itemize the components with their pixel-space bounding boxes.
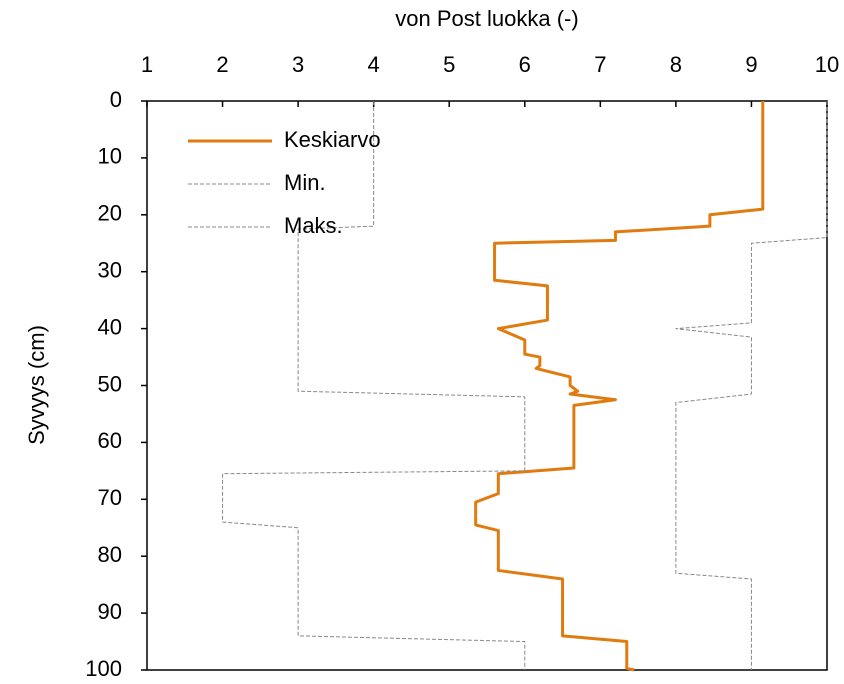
x-tick-label: 3	[292, 52, 304, 77]
y-tick-label: 90	[98, 599, 122, 624]
series-line	[474, 101, 765, 672]
y-axis-title: Syvyys (cm)	[24, 325, 49, 445]
x-tick-label: 9	[745, 52, 757, 77]
plot-frame	[146, 100, 828, 671]
x-tick-label: 8	[670, 52, 682, 77]
y-tick-label: 20	[98, 201, 122, 226]
x-tick-label: 2	[216, 52, 228, 77]
x-tick-label: 4	[368, 52, 380, 77]
x-tick-label: 10	[815, 52, 839, 77]
legend-label: Keskiarvo	[284, 127, 381, 152]
y-tick-label: 10	[98, 144, 122, 169]
y-tick-label: 50	[98, 371, 122, 396]
y-tick-label: 70	[98, 485, 122, 510]
y-tick-label: 40	[98, 314, 122, 339]
x-axis-title: von Post luokka (-)	[395, 6, 578, 31]
series-line	[675, 101, 828, 670]
series-line	[222, 101, 526, 670]
y-tick-label: 80	[98, 542, 122, 567]
x-tick-label: 7	[594, 52, 606, 77]
x-tick-label: 6	[519, 52, 531, 77]
y-tick-label: 100	[85, 656, 122, 681]
y-tick-label: 60	[98, 428, 122, 453]
legend-label: Min.	[284, 170, 326, 195]
y-tick-label: 0	[110, 87, 122, 112]
x-tick-label: 1	[141, 52, 153, 77]
x-tick-label: 5	[443, 52, 455, 77]
y-tick-label: 30	[98, 258, 122, 283]
legend-label: Maks.	[284, 213, 343, 238]
